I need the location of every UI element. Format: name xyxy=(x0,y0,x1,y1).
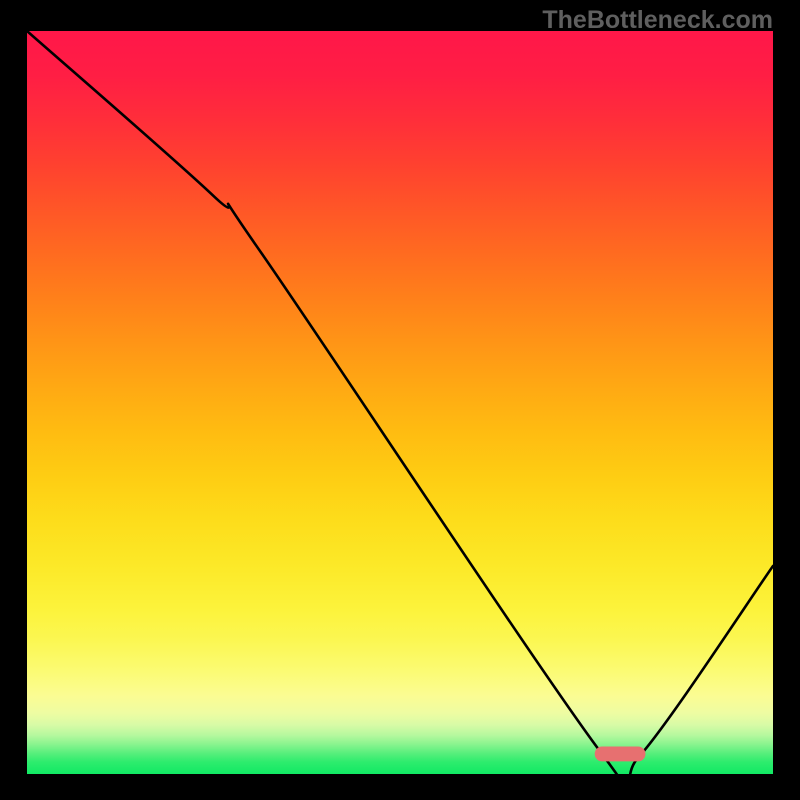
chart-frame xyxy=(27,31,773,774)
optimum-marker xyxy=(595,747,646,762)
plot-background xyxy=(27,31,773,774)
chart-svg xyxy=(27,31,773,774)
watermark-text: TheBottleneck.com xyxy=(542,6,773,35)
